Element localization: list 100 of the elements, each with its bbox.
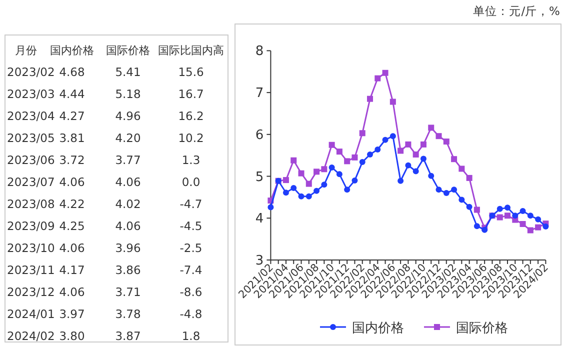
point: [367, 96, 374, 102]
point: [359, 130, 366, 136]
y-tick-label: 6: [255, 128, 264, 143]
data-label: 4.06: [59, 285, 85, 299]
point: [466, 174, 472, 181]
data-label: 3.87: [115, 329, 141, 343]
data-label: -7.4: [180, 263, 202, 277]
data-label: 4.68: [59, 65, 85, 79]
point: [451, 186, 458, 193]
data-label: 4.06: [115, 219, 141, 233]
point: [405, 162, 412, 168]
point: [336, 148, 342, 155]
point: [306, 180, 312, 187]
point: [474, 223, 480, 230]
y-tick-label: 3: [255, 254, 264, 268]
point: [512, 212, 518, 219]
data-label: 5.18: [115, 87, 141, 101]
data-label: 4.44: [59, 87, 85, 101]
point: [504, 212, 511, 219]
point: [420, 156, 426, 162]
data-label: 3.80: [59, 329, 85, 343]
point: [282, 190, 289, 196]
data-label: 4.06: [59, 241, 85, 255]
point: [398, 148, 404, 154]
category-label: 2023/10: [7, 241, 55, 255]
data-label: 16.7: [178, 87, 204, 101]
point: [535, 224, 542, 230]
point: [336, 171, 342, 178]
point: [328, 164, 335, 170]
data-label: 4.25: [59, 219, 85, 233]
point: [290, 157, 297, 164]
point: [542, 224, 549, 230]
data-label: 0.0: [182, 175, 200, 189]
point: [382, 136, 388, 143]
point: [374, 75, 381, 82]
category-label: 2023/03: [7, 87, 55, 101]
data-label: 3.97: [59, 307, 85, 321]
point: [298, 170, 304, 176]
point: [390, 98, 396, 105]
text: 国际比国内高: [158, 44, 224, 57]
text: 国内价格: [50, 44, 94, 57]
data-label: 4.20: [115, 131, 141, 145]
data-label: -2.5: [180, 241, 202, 255]
point: [306, 193, 312, 200]
point: [359, 159, 366, 166]
point: [412, 168, 419, 174]
data-label: 4.06: [59, 175, 85, 189]
data-label: 4.22: [59, 197, 85, 211]
point: [535, 216, 542, 222]
category-label: 2024/01: [7, 307, 55, 321]
legend-label: 国际价格: [456, 321, 508, 336]
point: [398, 178, 404, 184]
point: [390, 133, 396, 140]
point: [352, 177, 358, 184]
point: [268, 204, 274, 210]
data-label: 3.77: [115, 153, 141, 167]
data-label: 4.02: [115, 197, 141, 211]
category-label: 2024/02: [7, 329, 55, 343]
category-label: 2023/05: [7, 131, 55, 145]
point: [314, 188, 320, 194]
category-label: 2023/04: [7, 109, 55, 123]
y-tick-label: 4: [255, 212, 264, 227]
point: [382, 70, 388, 76]
data-label: 3.86: [115, 263, 141, 277]
data-label: 10.2: [178, 131, 204, 145]
point: [321, 166, 328, 172]
point: [405, 141, 412, 148]
data-label: 4.96: [115, 109, 141, 123]
point: [458, 196, 465, 203]
data-label: 3.71: [115, 285, 141, 299]
y-tick-label: 5: [255, 170, 264, 185]
point: [443, 190, 450, 196]
point: [352, 154, 358, 160]
data-label: -4.8: [180, 307, 202, 321]
data-label: -4.5: [180, 219, 202, 233]
data-label: 1.8: [182, 329, 200, 343]
category-label: 2023/11: [7, 263, 55, 277]
point: [527, 212, 534, 219]
data-label: 5.41: [115, 65, 141, 79]
point: [496, 214, 503, 220]
data-label: 4.06: [115, 175, 141, 189]
category-label: 2023/02: [7, 65, 55, 79]
point: [436, 133, 442, 140]
point: [520, 208, 526, 214]
point: [496, 206, 503, 212]
data-label: 16.2: [178, 109, 204, 123]
point: [374, 146, 381, 152]
text: 单位：元/斤，%: [473, 4, 560, 18]
point: [290, 185, 297, 191]
category-label: 2023/08: [7, 197, 55, 211]
data-label: -8.6: [180, 285, 202, 299]
data-label: 3.78: [115, 307, 141, 321]
point: [328, 142, 335, 148]
point: [436, 186, 442, 193]
category-label: 2023/09: [7, 219, 55, 233]
point: [443, 138, 450, 145]
data-label: 3.96: [115, 241, 141, 255]
data-label: -4.7: [180, 197, 202, 211]
point: [321, 182, 328, 188]
point: [367, 152, 374, 158]
